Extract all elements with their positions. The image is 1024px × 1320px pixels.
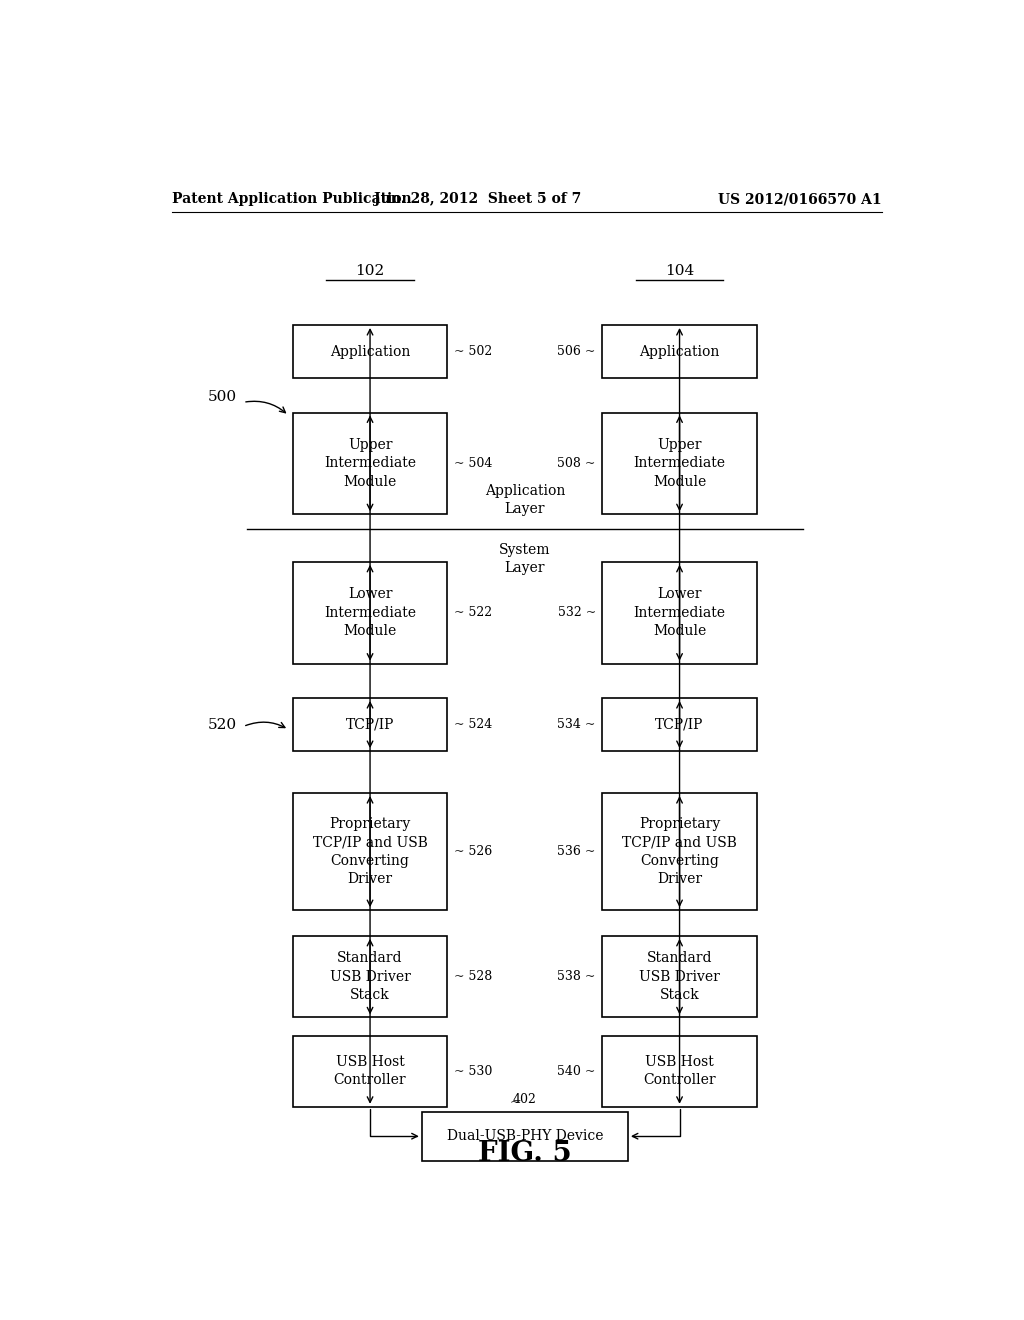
Text: 402: 402 (513, 1093, 537, 1106)
Text: Proprietary
TCP/IP and USB
Converting
Driver: Proprietary TCP/IP and USB Converting Dr… (312, 817, 427, 886)
Bar (293, 1036, 447, 1106)
Text: Lower
Intermediate
Module: Lower Intermediate Module (634, 587, 726, 638)
Text: 534 ~: 534 ~ (557, 718, 596, 731)
Text: ~ 504: ~ 504 (454, 457, 493, 470)
Text: FIG. 5: FIG. 5 (478, 1139, 571, 1167)
Text: Patent Application Publication: Patent Application Publication (172, 191, 412, 206)
Text: ~: ~ (510, 1096, 520, 1109)
Bar (602, 936, 757, 1018)
Text: ~ 530: ~ 530 (454, 1065, 493, 1077)
Text: USB Host
Controller: USB Host Controller (334, 1055, 407, 1088)
Bar (293, 562, 447, 664)
Text: Dual-USB-PHY Device: Dual-USB-PHY Device (446, 1129, 603, 1143)
Bar (602, 413, 757, 515)
Text: 104: 104 (665, 264, 694, 279)
Text: Lower
Intermediate
Module: Lower Intermediate Module (324, 587, 416, 638)
Text: ~ 528: ~ 528 (454, 970, 492, 983)
Text: Application: Application (330, 345, 411, 359)
Bar (293, 413, 447, 515)
Text: 532 ~: 532 ~ (558, 606, 596, 619)
Text: Upper
Intermediate
Module: Upper Intermediate Module (634, 438, 726, 488)
Text: Standard
USB Driver
Stack: Standard USB Driver Stack (330, 952, 411, 1002)
Text: ~ 524: ~ 524 (454, 718, 492, 731)
Bar (422, 1111, 628, 1160)
Bar (293, 698, 447, 751)
Bar (602, 698, 757, 751)
Bar (602, 562, 757, 664)
Bar (602, 325, 757, 378)
Bar (293, 793, 447, 909)
Text: 520: 520 (207, 718, 237, 731)
Text: 506 ~: 506 ~ (557, 345, 596, 358)
Text: ~ 526: ~ 526 (454, 845, 492, 858)
Text: ~ 502: ~ 502 (454, 345, 492, 358)
Bar (602, 793, 757, 909)
Bar (293, 936, 447, 1018)
Text: Standard
USB Driver
Stack: Standard USB Driver Stack (639, 952, 720, 1002)
Text: 102: 102 (355, 264, 385, 279)
Text: 508 ~: 508 ~ (557, 457, 596, 470)
Text: Jun. 28, 2012  Sheet 5 of 7: Jun. 28, 2012 Sheet 5 of 7 (374, 191, 581, 206)
Text: 540 ~: 540 ~ (557, 1065, 596, 1077)
Text: 538 ~: 538 ~ (557, 970, 596, 983)
Text: Application
Layer: Application Layer (484, 483, 565, 516)
Text: ~ 522: ~ 522 (454, 606, 492, 619)
Text: Proprietary
TCP/IP and USB
Converting
Driver: Proprietary TCP/IP and USB Converting Dr… (623, 817, 737, 886)
Text: System
Layer: System Layer (499, 543, 551, 576)
Text: US 2012/0166570 A1: US 2012/0166570 A1 (718, 191, 882, 206)
Text: TCP/IP: TCP/IP (346, 718, 394, 731)
Text: TCP/IP: TCP/IP (655, 718, 703, 731)
Bar (602, 1036, 757, 1106)
Text: USB Host
Controller: USB Host Controller (643, 1055, 716, 1088)
Bar (293, 325, 447, 378)
Text: Application: Application (639, 345, 720, 359)
Text: 536 ~: 536 ~ (557, 845, 596, 858)
Text: Upper
Intermediate
Module: Upper Intermediate Module (324, 438, 416, 488)
Text: 500: 500 (207, 391, 237, 404)
